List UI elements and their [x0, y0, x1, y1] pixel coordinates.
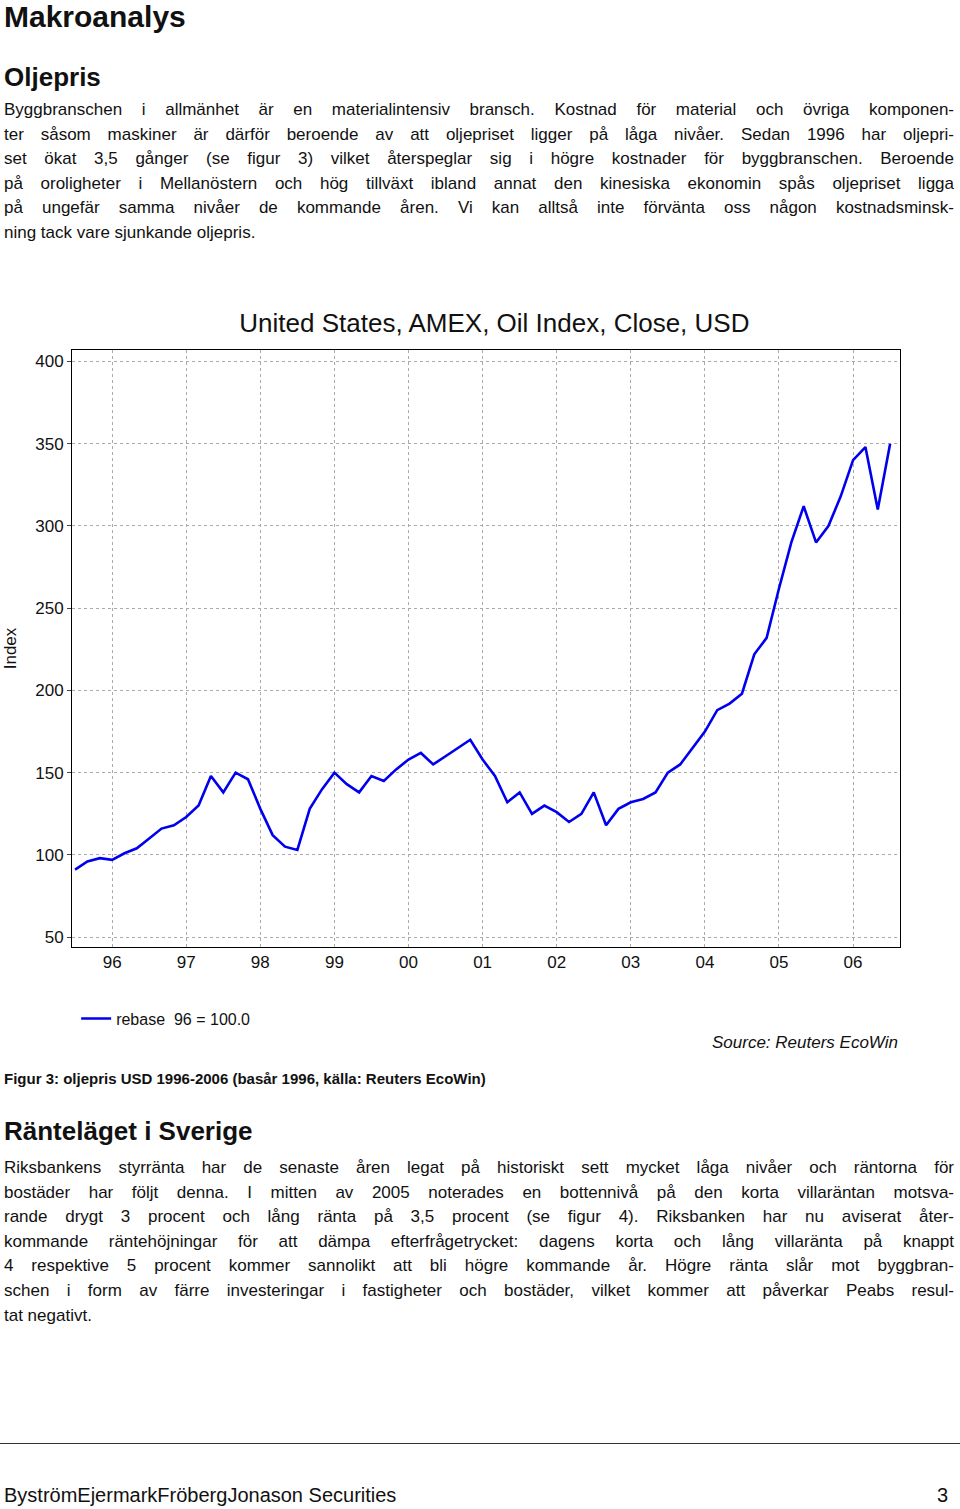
svg-text:03: 03	[621, 953, 640, 972]
svg-text:98: 98	[251, 953, 270, 972]
html-text:4 respektive 5 procent kommer: 4 respektive 5 procent kommer sannolikt …	[4, 1256, 954, 1276]
svg-text:99: 99	[325, 953, 344, 972]
svg-text:200: 200	[35, 681, 63, 700]
html-text:ning tack vare sjunkande oljep: ning tack vare sjunkande oljepris.	[4, 223, 256, 242]
svg-text:50: 50	[45, 928, 64, 947]
svg-text:rebase 96 = 100.0: rebase 96 = 100.0	[116, 1011, 250, 1028]
svg-text:Source: Reuters EcoWin: Source: Reuters EcoWin	[712, 1033, 898, 1052]
html-text:schen i form av färre invester: schen i form av färre investeringar i fa…	[4, 1281, 954, 1300]
svg-text:04: 04	[695, 953, 714, 972]
svg-text:00: 00	[399, 953, 418, 972]
svg-text:06: 06	[844, 953, 863, 972]
html-text:rande drygt 3 procent och lång: rande drygt 3 procent och lång ränta på …	[4, 1207, 954, 1227]
svg-text:250: 250	[35, 599, 63, 618]
svg-text:05: 05	[770, 953, 789, 972]
html-text:ter såsom maskiner är därför b: ter såsom maskiner är därför beroende av…	[4, 124, 954, 144]
html-text:Makroanalys: Makroanalys	[4, 0, 186, 33]
html-text:kommande räntehöjningar för at: kommande räntehöjningar för att dämpa ef…	[4, 1231, 954, 1251]
html-text:Byggbranschen i allmänhet är e: Byggbranschen i allmänhet är en material…	[4, 100, 954, 119]
svg-text:150: 150	[35, 764, 63, 783]
html-text:Ränteläget i Sverige: Ränteläget i Sverige	[4, 1116, 253, 1146]
html-text:på ungefär samma nivåer de kom: på ungefär samma nivåer de kommande åren…	[4, 198, 954, 218]
html-text:på oroligheter i Mellanöstern: på oroligheter i Mellanöstern och hög ti…	[4, 173, 954, 193]
html-text:3: 3	[936, 1484, 948, 1506]
html-text:Oljepris: Oljepris	[4, 62, 101, 92]
svg-text:Index: Index	[1, 627, 20, 669]
svg-text:350: 350	[35, 435, 63, 454]
svg-text:97: 97	[177, 953, 196, 972]
html-text:bostäder har följt denna. I mi: bostäder har följt denna. I mitten av 20…	[4, 1182, 954, 1202]
html-text:tat negativt.: tat negativt.	[4, 1305, 92, 1325]
html-text:Figur 3: oljepris USD 1996-200: Figur 3: oljepris USD 1996-2006 (basår 1…	[4, 1070, 486, 1087]
svg-text:01: 01	[473, 953, 492, 972]
svg-text:United States, AMEX, Oil Index: United States, AMEX, Oil Index, Close, U…	[239, 308, 749, 338]
svg-text:300: 300	[35, 517, 63, 536]
html-text:ByströmEjermarkFrö­bergJonason: ByströmEjermarkFrö­bergJonason Securitie…	[4, 1484, 397, 1506]
svg-text:02: 02	[547, 953, 566, 972]
svg-text:400: 400	[35, 352, 63, 371]
html-text:Riksbankens styrränta har de s: Riksbankens styrränta har de senaste åre…	[4, 1158, 954, 1177]
svg-text:100: 100	[35, 846, 63, 865]
html-text:set ökat 3,5 gånger (se figur: set ökat 3,5 gånger (se figur 3) vilket …	[4, 149, 954, 169]
svg-text:96: 96	[103, 953, 122, 972]
